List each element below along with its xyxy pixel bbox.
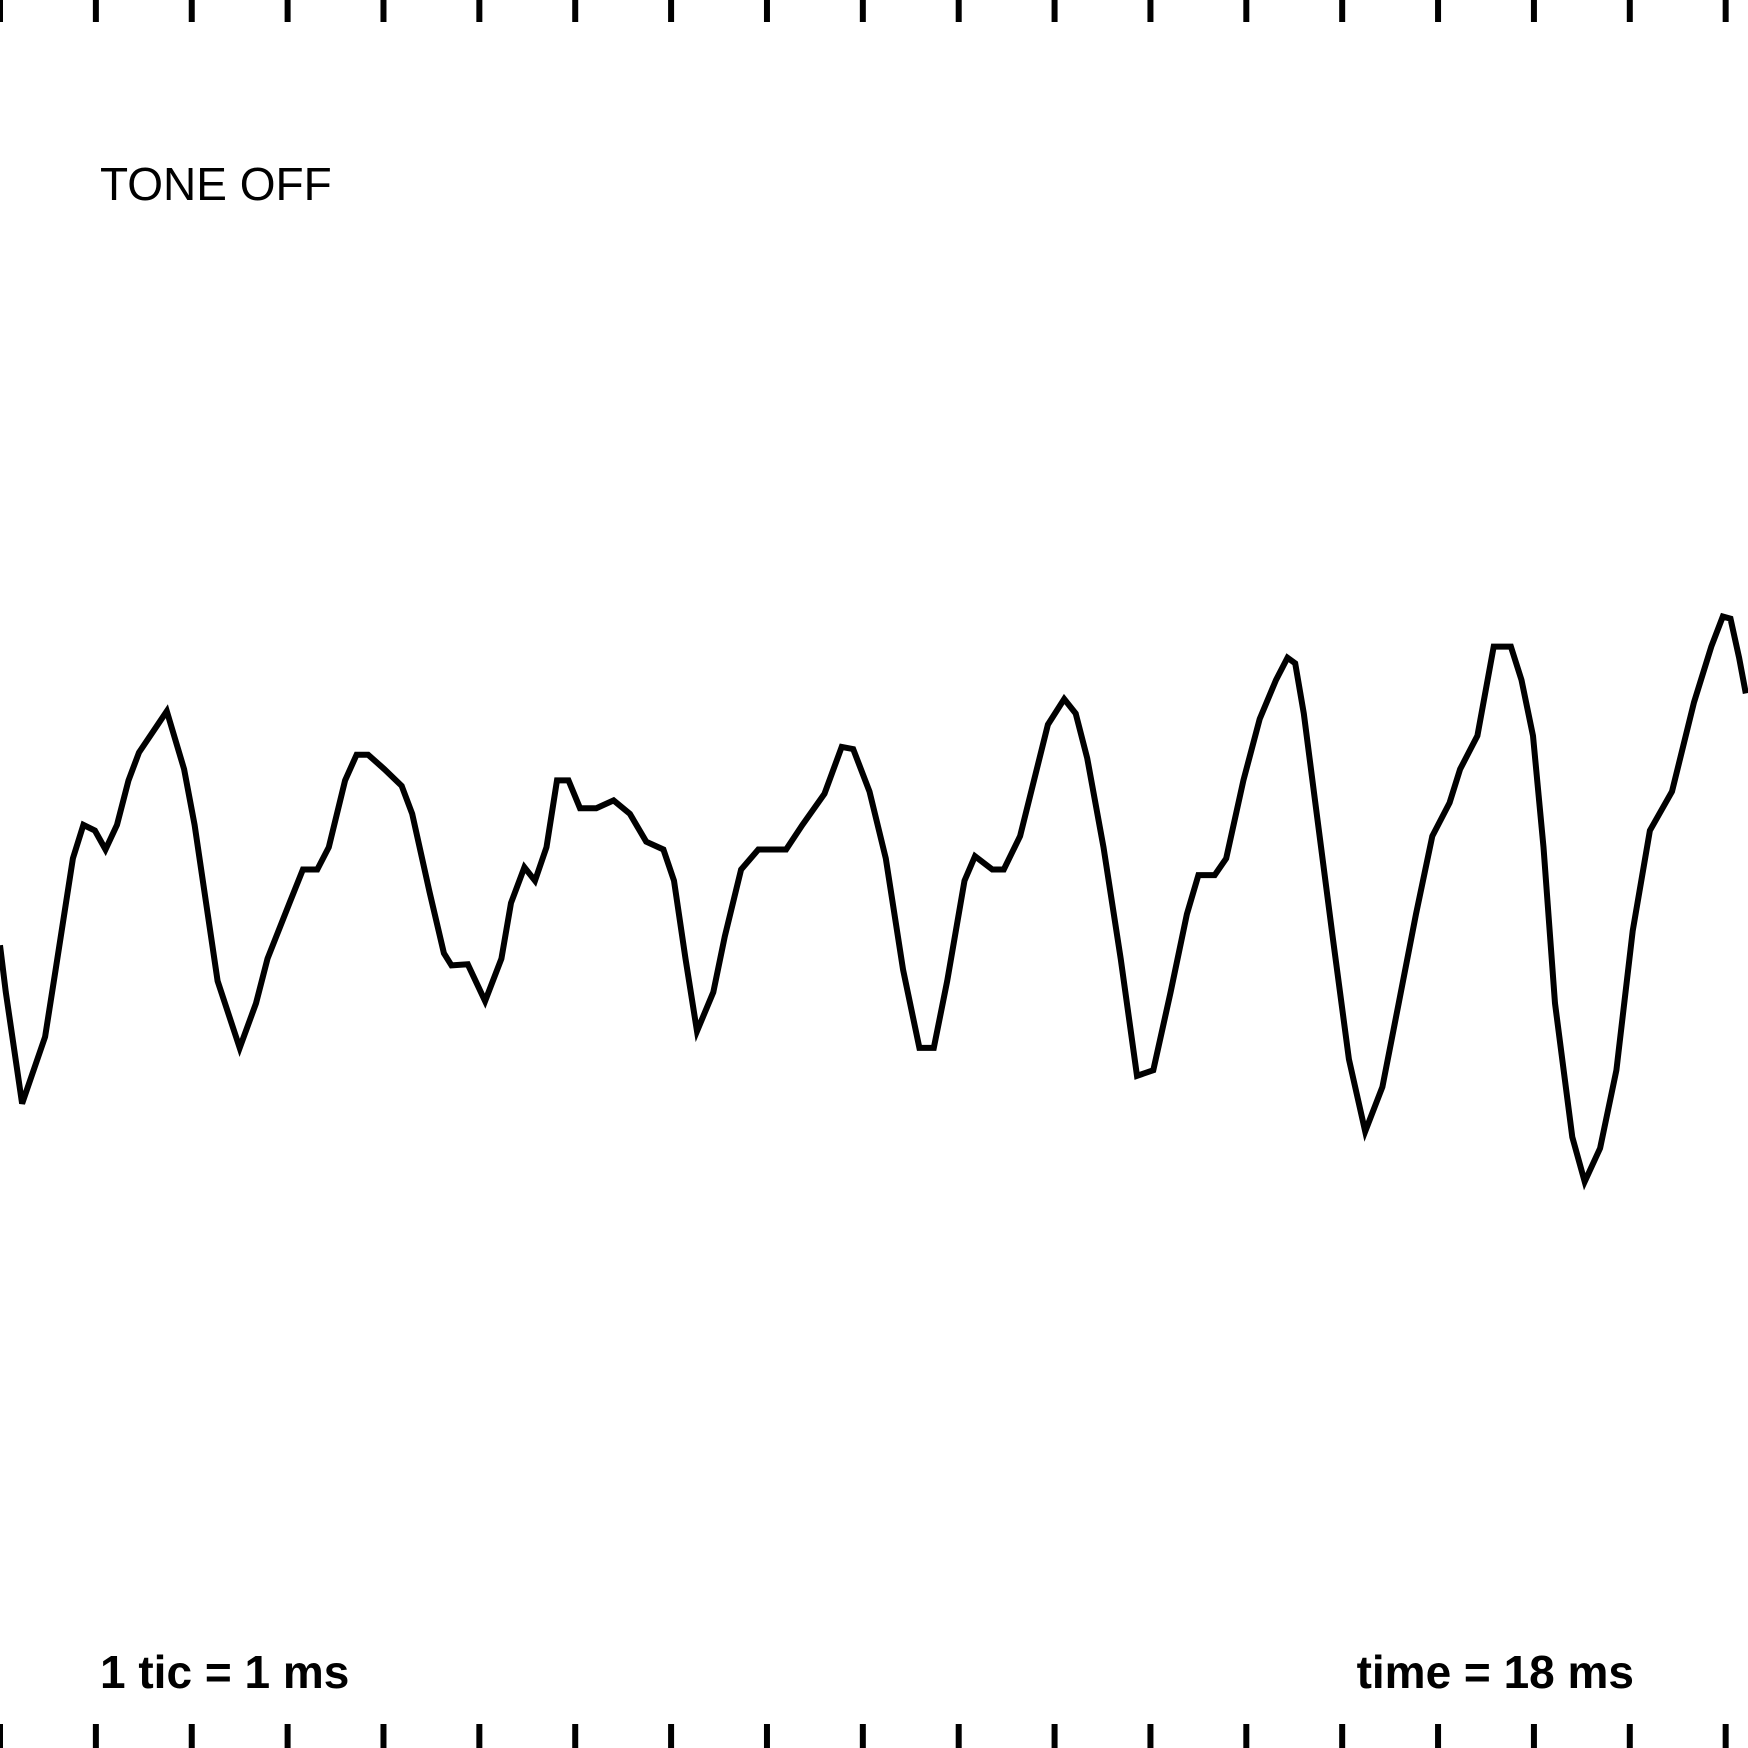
waveform (0, 612, 1748, 1191)
scale-note: 1 tic = 1 ms (100, 1646, 349, 1698)
time-label: time = 18 ms (1357, 1646, 1634, 1698)
status-label: TONE OFF (100, 158, 332, 210)
